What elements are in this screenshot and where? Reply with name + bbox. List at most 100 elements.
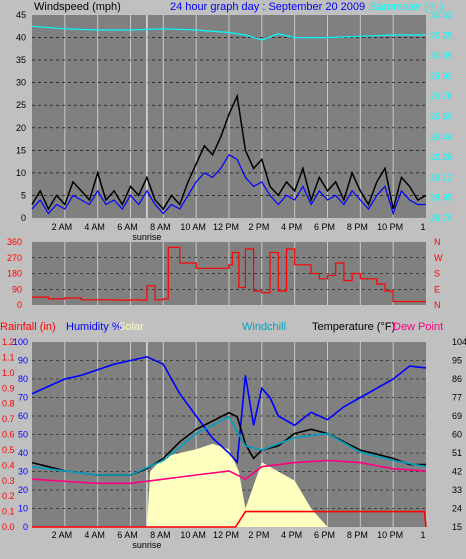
tick-label-wind: 5 bbox=[21, 190, 26, 200]
tick-label-temperature: 33 bbox=[452, 485, 462, 495]
series-line-windspeed bbox=[31, 153, 426, 216]
tick-label-direction: 90 bbox=[12, 284, 22, 294]
tick-label-humidity: 100 bbox=[13, 337, 28, 347]
tick-label-x: 2 AM bbox=[52, 530, 73, 540]
tick-label-x: 2 PM bbox=[248, 530, 269, 540]
tick-label-barometer: 29.28 bbox=[430, 152, 453, 162]
series-line-rainfall bbox=[32, 510, 427, 528]
tick-label-temperature: 95 bbox=[452, 356, 462, 366]
tick-label-temperature: 60 bbox=[452, 430, 462, 440]
sunrise-label: sunrise bbox=[132, 232, 161, 242]
tick-label-temperature: 86 bbox=[452, 374, 462, 384]
tick-label-humidity: 10 bbox=[18, 504, 28, 514]
tick-label-wind: 30 bbox=[16, 78, 26, 88]
tick-label-direction: 180 bbox=[7, 269, 22, 279]
tick-label-x: 4 PM bbox=[281, 222, 302, 232]
tick-label-x: 8 AM bbox=[150, 530, 171, 540]
windchill-label: Windchill bbox=[242, 321, 286, 333]
tick-label-x: 1 bbox=[420, 530, 425, 540]
tick-label-temperature: 24 bbox=[452, 504, 462, 514]
tick-label-rain: 1.2 bbox=[2, 337, 15, 347]
tick-label-x: 10 PM bbox=[377, 222, 403, 232]
tick-label-humidity: 70 bbox=[18, 393, 28, 403]
tick-label-direction: 360 bbox=[7, 237, 22, 247]
tick-label-x: 1 bbox=[420, 222, 425, 232]
tick-label-compass: W bbox=[434, 253, 443, 263]
tick-label-humidity: 50 bbox=[18, 430, 28, 440]
tick-label-wind: 10 bbox=[16, 168, 26, 178]
tick-label-barometer: 30.41 bbox=[430, 10, 453, 20]
tick-label-barometer: 29.44 bbox=[430, 132, 453, 142]
tick-label-x: 6 AM bbox=[117, 222, 138, 232]
tick-label-x: 10 AM bbox=[180, 222, 206, 232]
wind-y-label: Windspeed (mph) bbox=[34, 1, 121, 13]
tick-label-rain: 0.2 bbox=[2, 491, 15, 501]
dewpoint-label: Dew Point bbox=[393, 321, 443, 333]
tick-label-compass: N bbox=[434, 300, 441, 310]
tick-label-x: 6 PM bbox=[314, 222, 335, 232]
tick-label-temperature: 42 bbox=[452, 467, 462, 477]
tick-label-rain: 0.9 bbox=[2, 383, 15, 393]
humidity-label: Humidity % bbox=[66, 321, 122, 333]
series-line-windspeed-gust bbox=[31, 93, 427, 211]
tick-label-temperature: 51 bbox=[452, 448, 462, 458]
tick-label-wind: 25 bbox=[16, 100, 26, 110]
tick-label-barometer: 29.76 bbox=[430, 91, 453, 101]
series-area-solar bbox=[32, 443, 426, 527]
tick-label-rain: 0.0 bbox=[2, 522, 15, 532]
series-line-dew-point bbox=[31, 459, 427, 485]
tick-label-rain: 0.4 bbox=[2, 460, 15, 470]
tick-label-wind: 20 bbox=[16, 123, 26, 133]
tick-label-rain: 1.0 bbox=[2, 368, 15, 378]
tick-label-barometer: 29.12 bbox=[430, 172, 453, 182]
tick-label-humidity: 90 bbox=[18, 356, 28, 366]
tick-label-temperature: 104 bbox=[452, 337, 466, 347]
tick-label-barometer: 29.92 bbox=[430, 71, 453, 81]
tick-label-humidity: 0 bbox=[23, 522, 28, 532]
tick-label-x: 6 PM bbox=[314, 530, 335, 540]
tick-label-x: 2 PM bbox=[248, 222, 269, 232]
tick-label-barometer: 30.25 bbox=[430, 30, 453, 40]
tick-label-x: 2 AM bbox=[52, 222, 73, 232]
series-line-wind-direction bbox=[32, 246, 426, 303]
tick-label-direction: 270 bbox=[7, 253, 22, 263]
series-line-windchill bbox=[31, 415, 427, 476]
tick-label-rain: 1.1 bbox=[2, 352, 15, 362]
tick-label-x: 12 PM bbox=[213, 530, 239, 540]
tick-label-compass: S bbox=[434, 269, 440, 279]
tick-label-direction: 0 bbox=[17, 300, 22, 310]
tick-label-wind: 45 bbox=[16, 10, 26, 20]
tick-label-x: 8 PM bbox=[347, 530, 368, 540]
tick-label-barometer: 29.60 bbox=[430, 112, 453, 122]
tick-label-barometer: 30.09 bbox=[430, 51, 453, 61]
tick-label-wind: 40 bbox=[16, 33, 26, 43]
tick-label-humidity: 30 bbox=[18, 467, 28, 477]
tick-label-rain: 0.7 bbox=[2, 414, 15, 424]
tick-label-wind: 0 bbox=[21, 213, 26, 223]
tick-label-humidity: 40 bbox=[18, 448, 28, 458]
tick-label-humidity: 20 bbox=[18, 485, 28, 495]
tick-label-rain: 0.8 bbox=[2, 399, 15, 409]
tick-label-temperature: 77 bbox=[452, 393, 462, 403]
series-line-humidity bbox=[31, 355, 427, 465]
tick-label-rain: 0.5 bbox=[2, 445, 15, 455]
tick-label-x: 10 PM bbox=[377, 530, 403, 540]
tick-label-compass: E bbox=[434, 284, 440, 294]
tick-label-compass: N bbox=[434, 237, 441, 247]
tick-label-x: 4 AM bbox=[84, 222, 105, 232]
tick-label-x: 12 PM bbox=[213, 222, 239, 232]
temperature-label: Temperature (°F) bbox=[312, 321, 395, 333]
tick-label-x: 8 PM bbox=[347, 222, 368, 232]
tick-label-rain: 0.6 bbox=[2, 430, 15, 440]
solar-label: Solar bbox=[118, 321, 144, 333]
tick-label-x: 4 AM bbox=[84, 530, 105, 540]
chart-title: 24 hour graph day : September 20 2009 bbox=[170, 1, 365, 13]
tick-label-rain: 0.3 bbox=[2, 476, 15, 486]
sunrise-label: sunrise bbox=[132, 540, 161, 550]
tick-label-humidity: 60 bbox=[18, 411, 28, 421]
tick-label-humidity: 80 bbox=[18, 374, 28, 384]
tick-label-temperature: 15 bbox=[452, 522, 462, 532]
tick-label-rain: 0.1 bbox=[2, 507, 15, 517]
